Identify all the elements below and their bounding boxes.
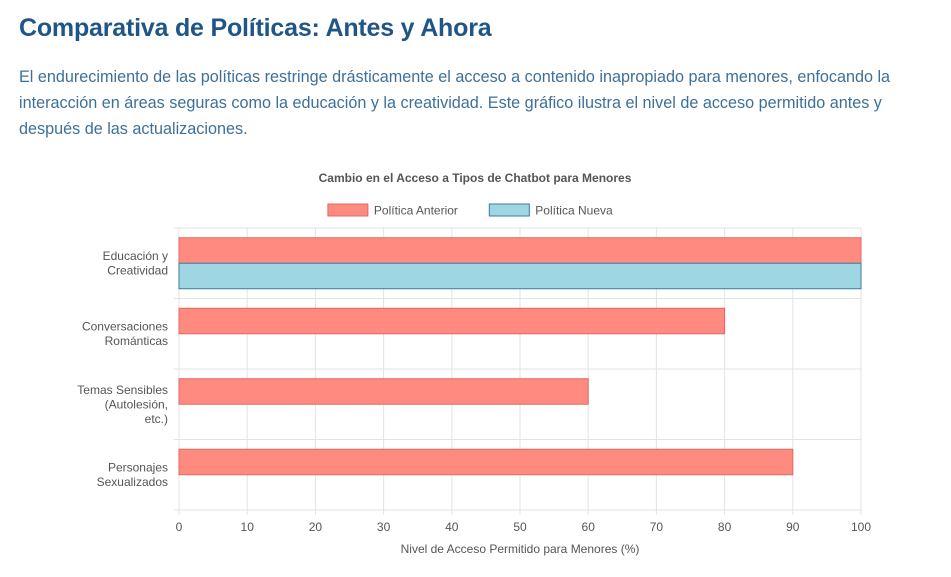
bar-anterior xyxy=(178,307,726,335)
x-tick-label: 70 xyxy=(650,520,664,534)
bar-anterior xyxy=(178,448,794,476)
legend-label-nueva: Política Nueva xyxy=(535,204,613,218)
chart-legend: Política Anterior Política Nueva xyxy=(327,203,613,218)
page-title: Comparativa de Políticas: Antes y Ahora xyxy=(19,14,492,42)
x-tick-label: 60 xyxy=(582,520,596,534)
x-tick-label: 0 xyxy=(176,520,183,534)
y-category-label: etc.) xyxy=(145,412,168,426)
x-tick-label: 80 xyxy=(718,520,732,534)
x-tick-label: 100 xyxy=(851,520,871,534)
bar-nueva xyxy=(178,262,862,290)
x-tick-label: 40 xyxy=(445,520,459,534)
legend-swatch-nueva xyxy=(488,203,530,217)
chart-bars xyxy=(178,237,862,476)
bar-anterior xyxy=(178,237,862,264)
intro-paragraph: El endurecimiento de las políticas restr… xyxy=(19,68,891,138)
y-category-label: Educación y xyxy=(103,249,168,263)
x-axis-ticks: 0 10 20 30 40 50 60 70 80 90 100 xyxy=(176,520,872,534)
y-category-label: Conversaciones xyxy=(82,320,168,334)
y-category-label: Personajes xyxy=(108,461,168,475)
legend-label-anterior: Política Anterior xyxy=(374,204,458,218)
legend-swatch-anterior xyxy=(327,203,369,217)
x-tick-label: 50 xyxy=(513,520,527,534)
x-tick-label: 90 xyxy=(786,520,800,534)
x-tick-label: 30 xyxy=(377,520,391,534)
y-category-label: Románticas xyxy=(105,334,168,348)
x-tick-label: 10 xyxy=(241,520,255,534)
bar-anterior xyxy=(178,378,589,405)
y-category-label: Temas Sensibles xyxy=(77,383,168,397)
x-tick-label: 20 xyxy=(309,520,323,534)
y-category-label: (Autolesión, xyxy=(105,397,168,411)
y-category-label: Sexualizados xyxy=(97,475,168,489)
chart-title: Cambio en el Acceso a Tipos de Chatbot p… xyxy=(319,171,632,185)
x-axis-title: Nivel de Acceso Permitido para Menores (… xyxy=(401,542,640,556)
y-category-label: Creatividad xyxy=(107,264,168,278)
